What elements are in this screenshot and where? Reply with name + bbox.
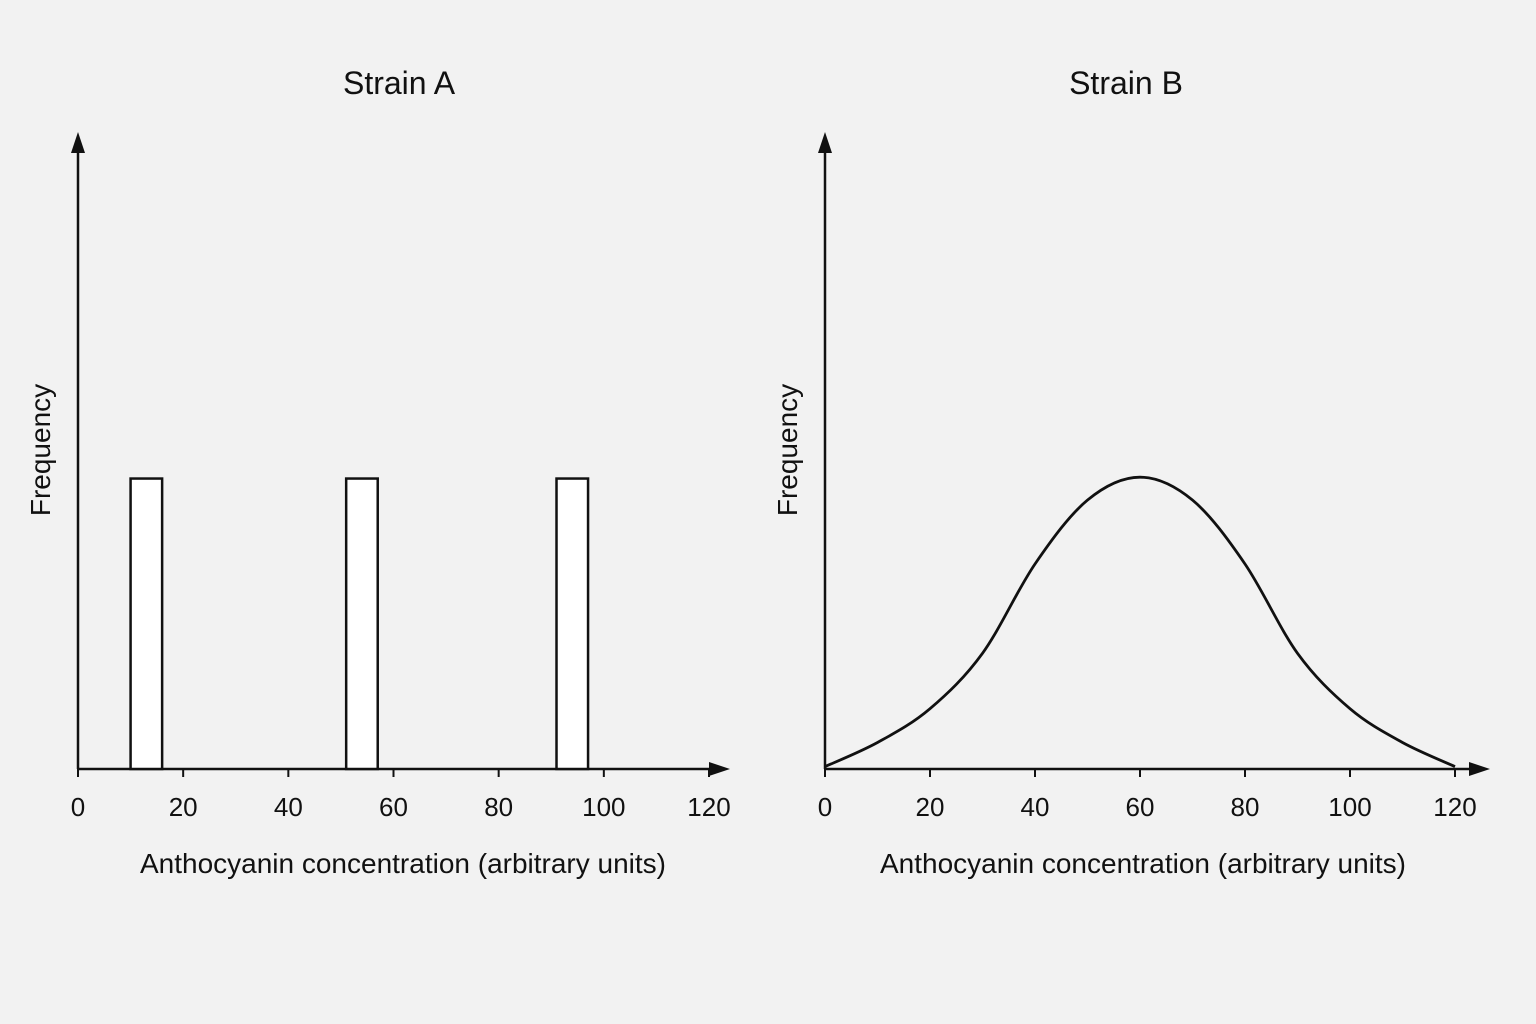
x-axis-label-strain-b: Anthocyanin concentration (arbitrary uni… xyxy=(880,848,1406,879)
x-tick-label-strain-b-6: 120 xyxy=(1433,792,1476,822)
x-tick-label-strain-a-4: 80 xyxy=(484,792,513,822)
bars-strain-a xyxy=(129,477,590,771)
x-axis-arrow-strain-b xyxy=(1469,762,1490,776)
x-tick-label-strain-a-5: 100 xyxy=(582,792,625,822)
x-tick-label-strain-a-1: 20 xyxy=(169,792,198,822)
x-tick-label-strain-b-3: 60 xyxy=(1126,792,1155,822)
bar-strain-a-1 xyxy=(344,477,379,771)
x-axis-label-strain-a: Anthocyanin concentration (arbitrary uni… xyxy=(140,848,666,879)
x-tick-label-strain-b-2: 40 xyxy=(1021,792,1050,822)
x-tick-label-strain-b-4: 80 xyxy=(1231,792,1260,822)
x-tick-label-strain-a-3: 60 xyxy=(379,792,408,822)
x-tick-label-strain-a-0: 0 xyxy=(71,792,85,822)
y-axis-arrow-strain-b xyxy=(818,132,832,153)
x-tick-label-strain-b-5: 100 xyxy=(1328,792,1371,822)
x-tick-label-strain-b-1: 20 xyxy=(916,792,945,822)
x-tick-label-strain-a-2: 40 xyxy=(274,792,303,822)
x-ticks-strain-a: 0 20 40 60 80 100 120 xyxy=(71,769,731,822)
bar-strain-a-2 xyxy=(555,477,590,771)
chart-title-strain-b: Strain B xyxy=(1069,65,1183,101)
chart-strain-b: Strain B Frequency Anthocyanin concentra… xyxy=(772,65,1490,879)
x-ticks-strain-b: 0 20 40 60 80 100 120 xyxy=(818,769,1477,822)
bar-strain-a-0 xyxy=(129,477,164,771)
chart-title-strain-a: Strain A xyxy=(343,65,456,101)
distribution-curve-strain-b xyxy=(824,475,1456,768)
x-axis-arrow-strain-a xyxy=(709,762,730,776)
y-axis-label-strain-a: Frequency xyxy=(25,384,56,516)
chart-strain-a: Strain A Frequency Anthocyanin concentra… xyxy=(25,65,731,879)
x-tick-label-strain-a-6: 120 xyxy=(687,792,730,822)
y-axis-label-strain-b: Frequency xyxy=(772,384,803,516)
y-axis-arrow-strain-a xyxy=(71,132,85,153)
x-tick-label-strain-b-0: 0 xyxy=(818,792,832,822)
